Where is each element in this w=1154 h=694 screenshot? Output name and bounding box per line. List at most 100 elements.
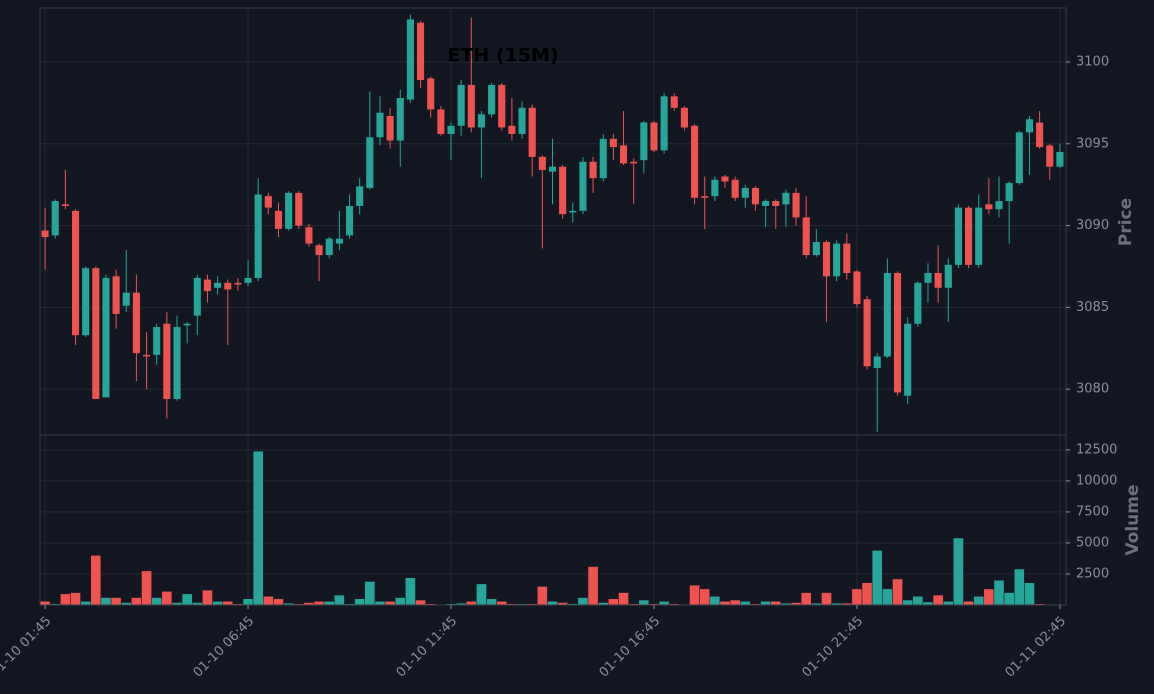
candle-body — [772, 201, 780, 206]
candle-body — [153, 327, 161, 355]
volume-tick-label: 2500 — [1076, 566, 1109, 581]
candle-body — [112, 276, 120, 314]
volume-bar — [161, 591, 173, 606]
candle-body — [285, 192, 293, 229]
candle-body — [883, 273, 891, 357]
volume-bar — [334, 594, 345, 606]
candle-body — [366, 137, 374, 188]
volume-bar — [912, 596, 924, 606]
candle-body — [122, 292, 130, 306]
volume-bar — [415, 599, 426, 606]
candle-body — [569, 210, 577, 213]
volume-bar — [618, 592, 629, 606]
candle-body — [396, 97, 404, 141]
candle-body — [498, 84, 506, 128]
candle-body — [244, 277, 252, 283]
candle-body — [417, 22, 425, 80]
candle-body — [559, 166, 567, 215]
candle-body — [691, 125, 699, 198]
volume-bar — [384, 601, 396, 606]
candle-body — [853, 271, 861, 305]
volume-bar — [587, 566, 599, 606]
candle-body — [670, 96, 678, 108]
volume-bar — [90, 555, 102, 606]
candle-body — [822, 241, 831, 277]
volume-bar — [547, 601, 558, 606]
candle-body — [274, 210, 283, 229]
candle-body — [406, 19, 414, 100]
candle-body — [741, 187, 749, 198]
candle-body — [843, 243, 851, 274]
candle-body — [295, 192, 303, 226]
volume-tick-label: 12500 — [1076, 442, 1117, 457]
candle-body — [762, 201, 770, 206]
volume-bar — [770, 601, 782, 606]
candle-body — [376, 112, 384, 138]
candle-body — [92, 268, 100, 400]
volume-bar — [151, 597, 163, 606]
candle-body — [193, 277, 201, 316]
volume-bar — [699, 588, 711, 606]
candle-body — [143, 354, 151, 357]
volume-bar — [973, 596, 985, 606]
candle-body — [538, 156, 546, 170]
candle-body — [944, 264, 952, 288]
candle-body — [173, 327, 181, 400]
candle-body — [163, 323, 171, 400]
volume-bar — [131, 597, 142, 606]
volume-bar — [273, 598, 284, 606]
candle-body — [335, 238, 343, 244]
candle-body — [41, 230, 49, 238]
volume-bar — [942, 601, 954, 606]
candle-body — [731, 179, 739, 198]
candle-body — [508, 125, 516, 134]
candle-body — [904, 323, 912, 396]
volume-bar — [100, 597, 112, 606]
volume-bar — [689, 584, 700, 606]
candle-body — [488, 84, 496, 115]
candle-body — [630, 161, 638, 164]
y-tick-label: 3095 — [1076, 136, 1109, 151]
candle-body — [640, 122, 648, 161]
candle-body — [214, 282, 222, 288]
candle-body — [518, 107, 526, 134]
candle-body — [183, 323, 191, 326]
candle-body — [701, 196, 709, 198]
candle-body — [528, 107, 536, 157]
candle-body — [579, 161, 587, 211]
candle-body — [914, 282, 922, 324]
volume-bar — [354, 598, 365, 606]
candle-body — [548, 166, 557, 172]
volume-bar — [394, 597, 406, 606]
candle-body — [71, 210, 80, 336]
volume-bar — [821, 592, 832, 606]
candle-body — [609, 138, 617, 148]
candle-body — [1025, 119, 1034, 133]
candle-body — [721, 176, 729, 182]
candle-body — [1036, 122, 1044, 148]
candle-body — [833, 243, 841, 277]
volume-bar — [496, 601, 508, 606]
volume-bar — [871, 550, 883, 606]
candle-body — [254, 194, 262, 278]
volume-bar — [1003, 592, 1015, 606]
chart-title: ETH (15M) — [447, 45, 558, 67]
volume-bar — [39, 601, 51, 606]
volume-bar — [608, 598, 619, 606]
volume-bar — [800, 592, 812, 606]
volume-bar — [212, 601, 223, 606]
volume-bar — [263, 596, 274, 606]
volume-bar — [729, 599, 741, 606]
candle-body — [650, 122, 658, 151]
y-tick-label: 3090 — [1076, 218, 1109, 233]
volume-bar — [932, 594, 944, 606]
candle-body — [386, 115, 394, 141]
candle-body — [863, 299, 871, 367]
volume-bar — [80, 601, 91, 606]
volume-bar — [252, 450, 264, 606]
candle-body — [711, 179, 719, 197]
volume-bar — [577, 597, 589, 606]
candle-body — [203, 279, 211, 292]
candle-body — [325, 238, 333, 256]
